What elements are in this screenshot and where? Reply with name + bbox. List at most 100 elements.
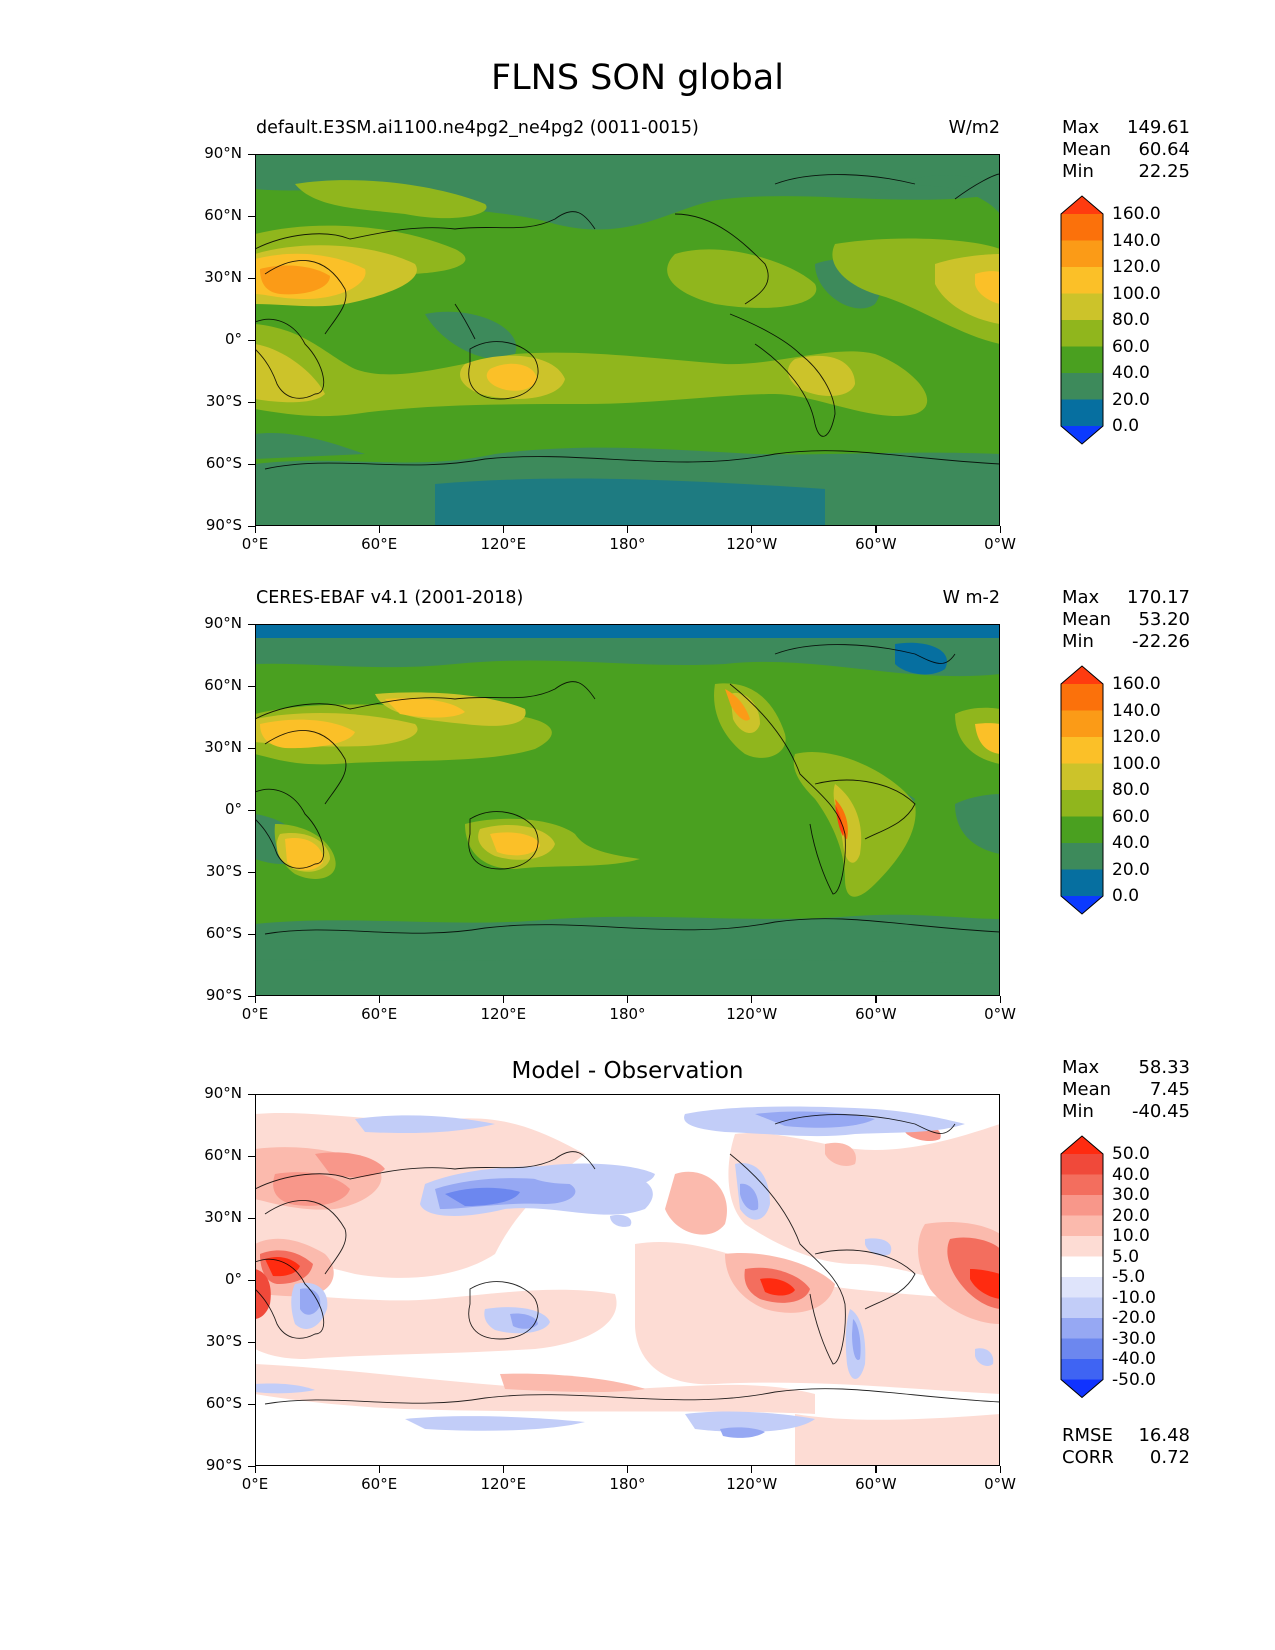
colorbar-label: -40.0: [1112, 1349, 1156, 1369]
stat-value: 60.64: [1138, 139, 1190, 160]
lat-label: 90°N: [204, 614, 242, 632]
lat-tick: [248, 525, 255, 527]
lon-label: 120°E: [480, 1005, 527, 1023]
lon-tick: [751, 1466, 753, 1473]
lat-label: 30°N: [204, 1208, 242, 1226]
colorbar-label: 160.0: [1112, 674, 1161, 694]
lat-label: 30°S: [205, 392, 242, 410]
stat-row: Mean 7.45: [1062, 1079, 1190, 1101]
stat-row: Max 149.61: [1062, 117, 1190, 139]
colorbar-outline: [1060, 665, 1104, 915]
lon-tick: [254, 996, 256, 1003]
stat-label: Mean: [1062, 609, 1112, 630]
lat-tick: [248, 995, 255, 997]
lat-label: 60°S: [205, 924, 242, 942]
lat-tick: [248, 1155, 255, 1157]
lon-tick: [751, 996, 753, 1003]
lon-label: 180°: [609, 1475, 646, 1493]
lon-tick: [378, 996, 380, 1003]
lat-tick: [248, 685, 255, 687]
lon-tick: [378, 526, 380, 533]
colorbar-label: 40.0: [1112, 363, 1150, 383]
colorbar-label: 30.0: [1112, 1185, 1150, 1205]
lon-label: 0°E: [241, 535, 269, 553]
lat-label: 60°N: [204, 676, 242, 694]
colorbar-label: 40.0: [1112, 833, 1150, 853]
lon-tick: [875, 526, 877, 533]
colorbar-segment: [1061, 790, 1103, 817]
stat-value: 170.17: [1127, 587, 1190, 608]
colorbar-label: 140.0: [1112, 230, 1161, 251]
lon-label: 180°: [609, 535, 646, 553]
colorbar-segment: [1061, 214, 1103, 241]
colorbar-label: 100.0: [1112, 283, 1161, 304]
lat-tick: [248, 339, 255, 341]
lat-tick: [248, 463, 255, 465]
lon-label: 120°W: [726, 1475, 778, 1493]
colorbar-label: 60.0: [1112, 806, 1150, 827]
lat-label: 90°N: [204, 144, 242, 162]
panel-diff: Model - Observation: [0, 0, 1275, 1466]
colorbar-segment: [1061, 1215, 1103, 1237]
lat-label: 30°N: [204, 738, 242, 756]
stat-label: Min: [1062, 631, 1094, 652]
lon-label: 120°E: [480, 1475, 527, 1493]
colorbar-outline: [1060, 195, 1104, 445]
lat-tick: [248, 401, 255, 403]
colorbar-segment: [1061, 267, 1103, 294]
lon-label: 0°E: [241, 1475, 269, 1493]
stat-value: 149.61: [1127, 117, 1190, 138]
lat-tick: [248, 1279, 255, 1281]
lat-label: 30°S: [205, 862, 242, 880]
colorbar-label: 80.0: [1112, 780, 1150, 800]
map-model: [255, 154, 1000, 526]
lon-tick: [627, 996, 629, 1003]
colorbar-segment: [1061, 1236, 1103, 1257]
lon-label: 180°: [609, 1005, 646, 1023]
colorbar-segment: [1061, 843, 1103, 870]
colorbar-extend-bottom: [1061, 896, 1103, 914]
panel-title-left: CERES-EBAF v4.1 (2001-2018): [256, 588, 524, 608]
stat-label: RMSE: [1062, 1425, 1113, 1446]
colorbar-segment: [1061, 1174, 1103, 1196]
lat-tick: [248, 1217, 255, 1219]
stat-label: Mean: [1062, 139, 1112, 160]
colorbar: [1060, 195, 1104, 445]
lon-tick: [254, 526, 256, 533]
panel-model: default.E3SM.ai1100.ne4pg2_ne4pg2 (0011-…: [0, 0, 1275, 526]
lat-tick: [248, 277, 255, 279]
colorbar-segment: [1061, 816, 1103, 844]
colorbar-label: 160.0: [1112, 204, 1161, 224]
stat-value: 16.48: [1138, 1425, 1190, 1446]
colorbar-label: 0.0: [1112, 886, 1140, 906]
colorbar-segment: [1061, 1359, 1103, 1380]
colorbar-segment: [1061, 1195, 1103, 1216]
colorbar-extend-top: [1061, 196, 1103, 214]
colorbar-label: 0.0: [1112, 416, 1140, 436]
lon-label: 60°E: [361, 1005, 398, 1023]
colorbar-label: 140.0: [1112, 700, 1161, 721]
colorbar-segment: [1061, 240, 1103, 268]
panel-units: W/m2: [948, 118, 1000, 138]
colorbar-extend-bottom: [1061, 426, 1103, 444]
lat-label: 60°N: [204, 1146, 242, 1164]
colorbar-segment: [1061, 1277, 1103, 1298]
colorbar-label: 10.0: [1112, 1226, 1150, 1246]
lon-tick: [502, 526, 505, 533]
colorbar-label: 50.0: [1112, 1144, 1150, 1164]
stat-value: -40.45: [1131, 1101, 1190, 1122]
colorbar-segment: [1061, 399, 1103, 427]
lon-label: 60°W: [855, 1475, 897, 1493]
stats-block: Max 149.61 Mean 60.64 Min 22.25: [1062, 117, 1190, 183]
lat-tick: [248, 1341, 255, 1343]
stat-row: Max 170.17: [1062, 587, 1190, 609]
stat-value: 22.25: [1138, 161, 1190, 182]
lat-tick: [248, 871, 255, 873]
lat-label: 30°S: [205, 1332, 242, 1350]
colorbar-outline: [1060, 1135, 1104, 1399]
colorbar-label: 20.0: [1112, 1205, 1150, 1226]
colorbar-segment: [1061, 1297, 1103, 1319]
colorbar-extend-top: [1061, 1136, 1103, 1154]
lon-label: 60°W: [855, 535, 897, 553]
lat-label: 30°N: [204, 268, 242, 286]
